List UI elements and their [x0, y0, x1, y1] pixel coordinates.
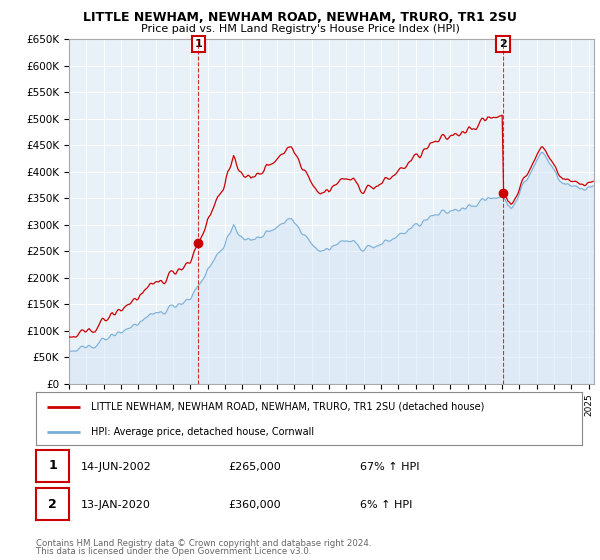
Text: 14-JUN-2002: 14-JUN-2002 — [81, 462, 152, 472]
Text: LITTLE NEWHAM, NEWHAM ROAD, NEWHAM, TRURO, TR1 2SU: LITTLE NEWHAM, NEWHAM ROAD, NEWHAM, TRUR… — [83, 11, 517, 24]
Text: This data is licensed under the Open Government Licence v3.0.: This data is licensed under the Open Gov… — [36, 547, 311, 556]
Text: £360,000: £360,000 — [228, 500, 281, 510]
Text: 67% ↑ HPI: 67% ↑ HPI — [360, 462, 419, 472]
Text: 13-JAN-2020: 13-JAN-2020 — [81, 500, 151, 510]
Text: 2: 2 — [48, 497, 57, 511]
Text: Contains HM Land Registry data © Crown copyright and database right 2024.: Contains HM Land Registry data © Crown c… — [36, 539, 371, 548]
Text: 6% ↑ HPI: 6% ↑ HPI — [360, 500, 412, 510]
Text: 1: 1 — [48, 459, 57, 473]
Text: LITTLE NEWHAM, NEWHAM ROAD, NEWHAM, TRURO, TR1 2SU (detached house): LITTLE NEWHAM, NEWHAM ROAD, NEWHAM, TRUR… — [91, 402, 484, 412]
Text: Price paid vs. HM Land Registry's House Price Index (HPI): Price paid vs. HM Land Registry's House … — [140, 24, 460, 34]
Text: 2: 2 — [499, 39, 507, 49]
Text: HPI: Average price, detached house, Cornwall: HPI: Average price, detached house, Corn… — [91, 427, 314, 437]
Text: £265,000: £265,000 — [228, 462, 281, 472]
Text: 1: 1 — [194, 39, 202, 49]
